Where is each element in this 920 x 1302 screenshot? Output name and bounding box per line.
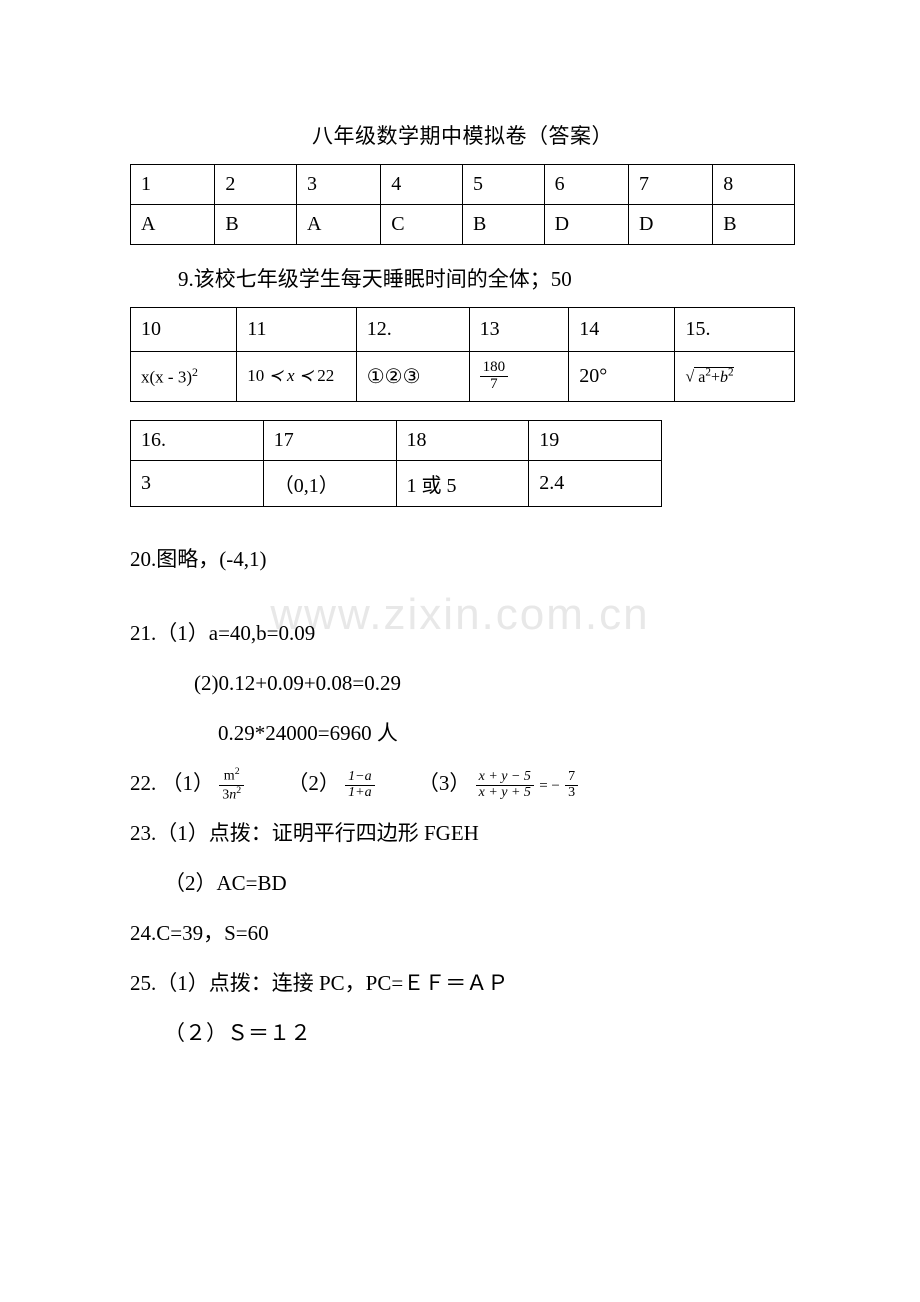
a10-base: x(x - 3) xyxy=(141,368,192,387)
cell: （0,1） xyxy=(263,460,396,506)
answers-table-3: 16. 17 18 19 3 （0,1） 1 或 5 2.4 xyxy=(130,420,662,507)
cell: B xyxy=(462,205,544,245)
fraction: 7 3 xyxy=(565,770,578,800)
cell: D xyxy=(544,205,628,245)
cell: 12. xyxy=(356,308,469,352)
cell: 2 xyxy=(215,165,297,205)
cell: 6 xyxy=(544,165,628,205)
cell: 7 xyxy=(628,165,712,205)
fraction: m2 3n2 xyxy=(219,767,244,803)
q23-1: 23.（1）点拨：证明平行四边形 FGEH xyxy=(130,811,795,855)
fraction: 180 7 xyxy=(480,360,509,393)
cell-a13: 180 7 xyxy=(469,352,569,402)
answers-table-2: 10 11 12. 13 14 15. x(x - 3)2 10 ≺ x ≺ 2… xyxy=(130,307,795,402)
cell: 14 xyxy=(569,308,675,352)
table-row: x(x - 3)2 10 ≺ x ≺ 22 ①②③ 180 7 20° √ a2… xyxy=(131,352,795,402)
cell: A xyxy=(131,205,215,245)
cell: 8 xyxy=(713,165,795,205)
fraction: 1−a 1+a xyxy=(345,770,374,800)
cell: 1 xyxy=(131,165,215,205)
cell: 11 xyxy=(237,308,357,352)
table-row: 1 2 3 4 5 6 7 8 xyxy=(131,165,795,205)
cell: A xyxy=(296,205,380,245)
cell: 13 xyxy=(469,308,569,352)
cell-a11: 10 ≺ x ≺ 22 xyxy=(237,352,357,402)
cell: B xyxy=(215,205,297,245)
q9-text: 9.该校七年级学生每天睡眠时间的全体；50 xyxy=(130,257,795,301)
cell: 18 xyxy=(396,420,529,460)
q21-3: 0.29*24000=6960 人 xyxy=(130,711,795,755)
a10-exp: 2 xyxy=(192,365,198,379)
cell-a15: √ a2+b2 xyxy=(675,352,795,402)
q25-1: 25.（1）点拨：连接 PC，PC=ＥＦ＝ＡＰ xyxy=(130,961,795,1005)
q20-text: 20.图略，(-4,1) xyxy=(130,537,795,581)
cell-a14: 20° xyxy=(569,352,675,402)
q24: 24.C=39，S=60 xyxy=(130,911,795,955)
cell: D xyxy=(628,205,712,245)
cell: 5 xyxy=(462,165,544,205)
cell: 19 xyxy=(529,420,662,460)
cell: 3 xyxy=(131,460,264,506)
cell: B xyxy=(713,205,795,245)
cell: 2.4 xyxy=(529,460,662,506)
cell: 3 xyxy=(296,165,380,205)
cell: 1 或 5 xyxy=(396,460,529,506)
q22: 22. （1） m2 3n2 （2） 1−a 1+a （3） x + y − 5… xyxy=(130,761,795,805)
cell-a12: ①②③ xyxy=(356,352,469,402)
table-row: 3 （0,1） 1 或 5 2.4 xyxy=(131,460,662,506)
cell-a10: x(x - 3)2 xyxy=(131,352,237,402)
table-row: 10 11 12. 13 14 15. xyxy=(131,308,795,352)
table-row: A B A C B D D B xyxy=(131,205,795,245)
cell: 10 xyxy=(131,308,237,352)
q21-1: 21.（1）a=40,b=0.09 xyxy=(130,611,795,655)
cell: 17 xyxy=(263,420,396,460)
q25-2: （２）Ｓ＝１２ xyxy=(130,1011,795,1055)
cell: 4 xyxy=(381,165,463,205)
cell: 15. xyxy=(675,308,795,352)
cell: C xyxy=(381,205,463,245)
q21-2: (2)0.12+0.09+0.08=0.29 xyxy=(130,661,795,705)
q23-2: （2）AC=BD xyxy=(130,861,795,905)
answers-table-1: 1 2 3 4 5 6 7 8 A B A C B D D B xyxy=(130,164,795,245)
table-row: 16. 17 18 19 xyxy=(131,420,662,460)
page-title: 八年级数学期中模拟卷（答案） xyxy=(130,120,795,150)
page-content: 八年级数学期中模拟卷（答案） 1 2 3 4 5 6 7 8 A B A C B… xyxy=(0,0,920,1102)
fraction: x + y − 5 x + y + 5 xyxy=(476,770,534,800)
cell: 16. xyxy=(131,420,264,460)
